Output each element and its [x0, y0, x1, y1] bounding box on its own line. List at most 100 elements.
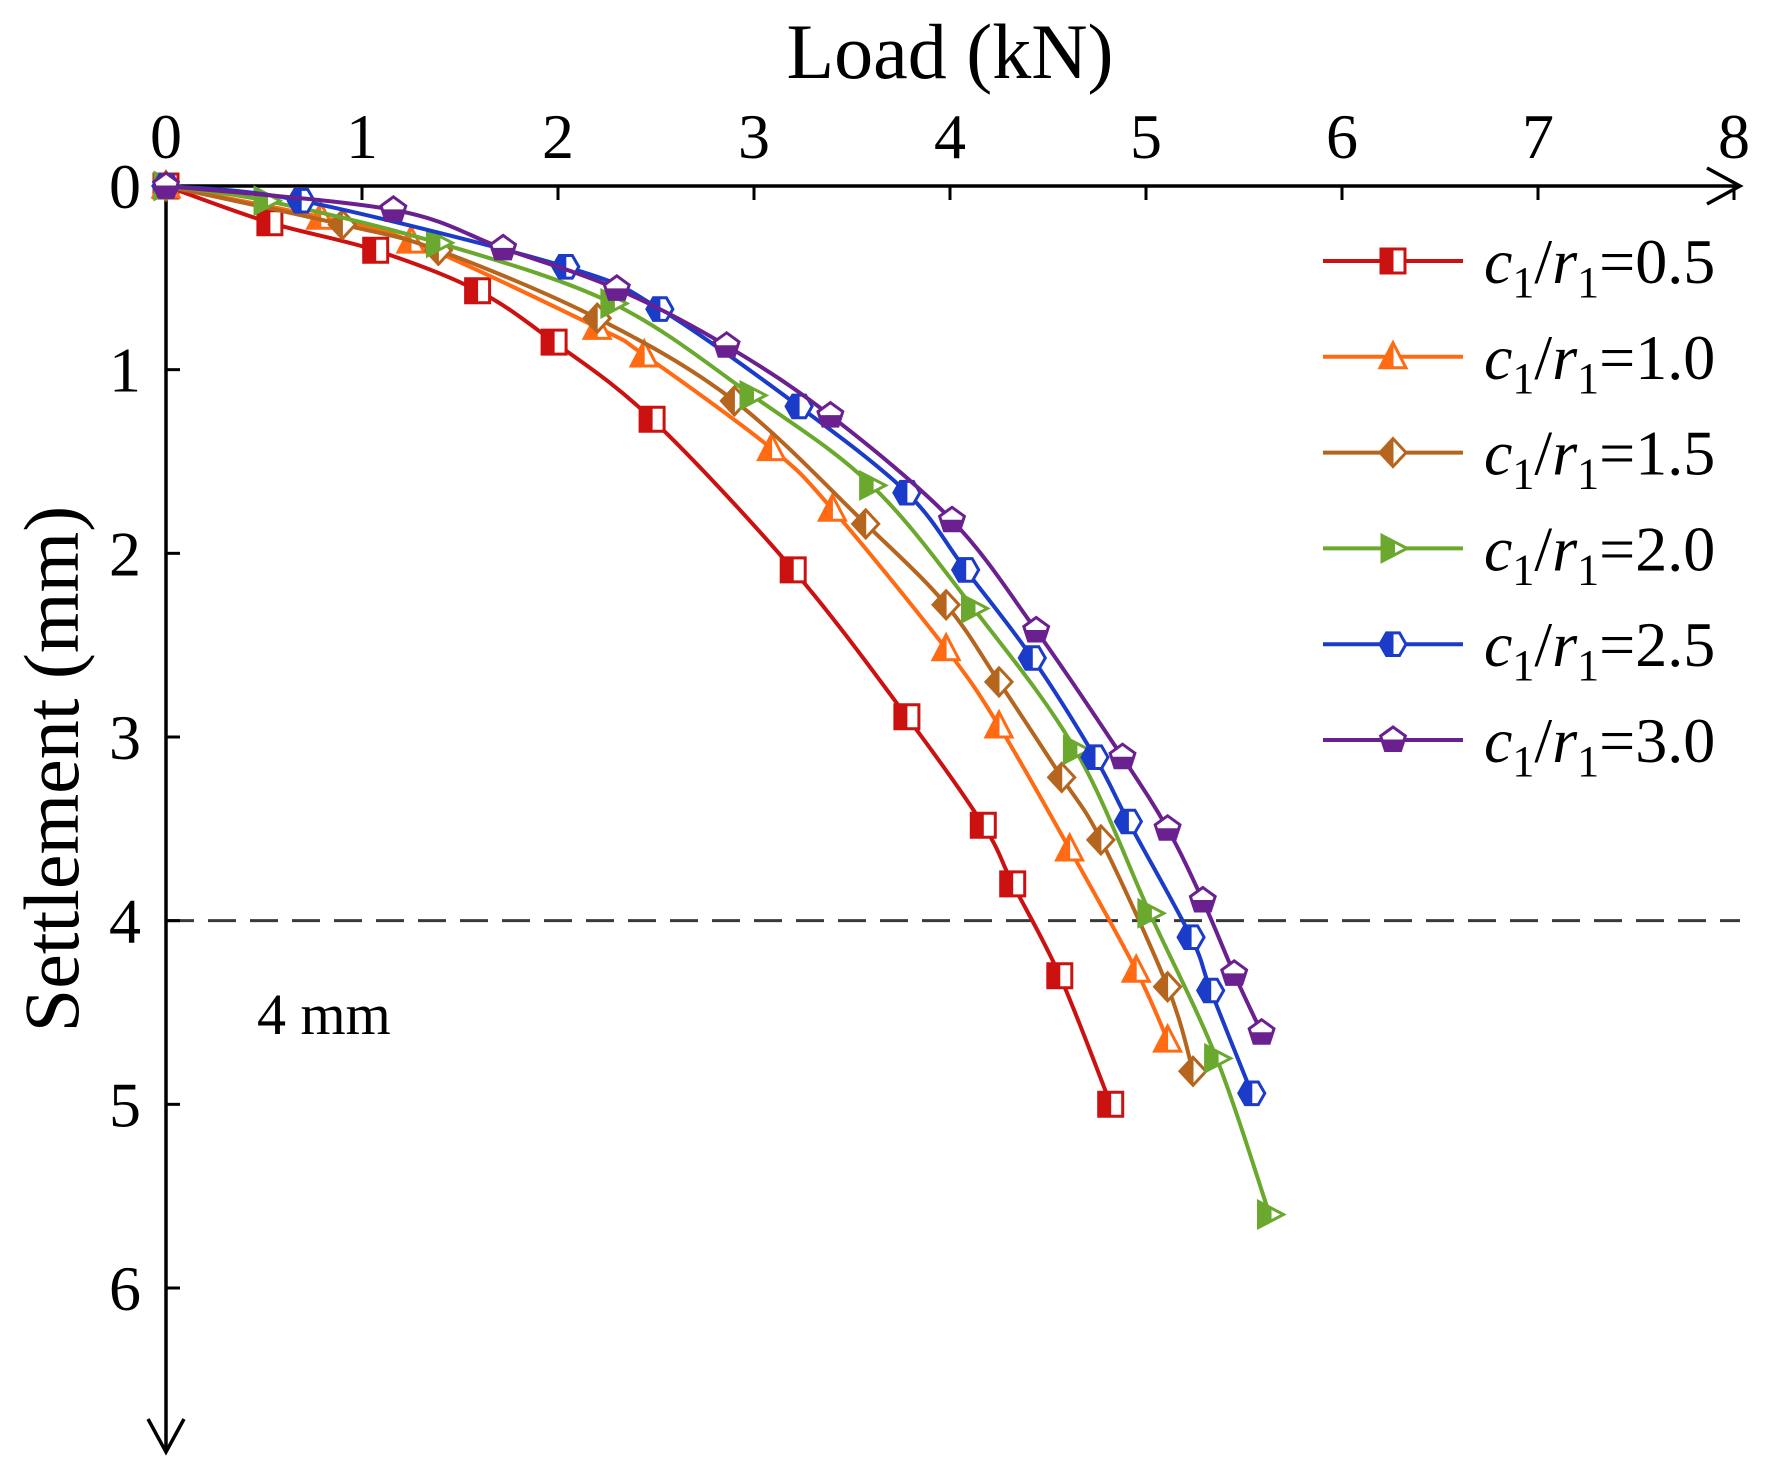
x-tick-label: 8 [1718, 101, 1750, 172]
marker-fill [1063, 736, 1078, 764]
marker-fill [740, 381, 754, 410]
legend-marker [1378, 631, 1408, 658]
marker-fill [952, 558, 967, 582]
data-point [628, 337, 660, 368]
data-point [1113, 808, 1144, 835]
marker-fill [852, 508, 867, 540]
marker-fill [306, 202, 322, 229]
y-axis-arrowhead [146, 1418, 186, 1456]
marker-fill [970, 812, 984, 838]
data-point [1176, 924, 1206, 951]
data-point [1046, 962, 1074, 990]
data-point [1080, 744, 1110, 771]
marker-fill [818, 495, 833, 521]
marker-fill [1114, 809, 1129, 834]
marker-fill [605, 288, 629, 300]
marker-fill [940, 519, 964, 532]
legend-item: c1/r1=2.0 [1323, 513, 1715, 594]
marker-fill [962, 594, 976, 623]
data-point [893, 703, 921, 731]
data-point [1062, 734, 1093, 766]
data-point [712, 330, 741, 358]
legend-label: c1/r1=1.5 [1484, 418, 1715, 499]
legend: c1/r1=0.5 c1/r1=1.0 c1/r1=1.5 c1/r1=2.0 c1/r… [1323, 226, 1715, 786]
data-point [739, 379, 770, 411]
data-point [859, 469, 889, 501]
series-line [164, 184, 1254, 1096]
marker-fill [714, 345, 739, 357]
data-point [151, 171, 181, 198]
data-point [1022, 615, 1051, 643]
marker-fill [1110, 756, 1135, 769]
y-tick-label: 3 [109, 702, 141, 773]
data-point [1152, 970, 1183, 1004]
marker-fill [780, 557, 794, 583]
data-point [1137, 897, 1168, 929]
legend-label: c1/r1=1.0 [1484, 322, 1715, 403]
marker-fill [818, 415, 843, 427]
data-point [1085, 823, 1116, 857]
data-point [362, 236, 390, 264]
marker-fill [932, 634, 947, 661]
data-point [931, 588, 962, 622]
y-axis-title: Settlement (mm) [8, 506, 95, 1032]
x-tick-label: 2 [542, 101, 574, 172]
data-point [425, 227, 456, 259]
data-point [756, 431, 788, 462]
data-point [1237, 1080, 1267, 1107]
marker-fill [426, 229, 441, 257]
legend-marker [1378, 725, 1408, 752]
data-point [1097, 1090, 1125, 1118]
marker-fill [257, 210, 271, 236]
series-c1-r1-0-5 [152, 172, 1125, 1118]
legend-marker [1377, 436, 1409, 469]
marker-fill [757, 434, 773, 461]
y-tick-label: 2 [109, 518, 141, 589]
y-tick-label: 6 [109, 1253, 141, 1324]
series-layer [150, 168, 1287, 1230]
marker-fill [381, 209, 406, 221]
marker-fill [894, 704, 908, 730]
data-point [983, 665, 1015, 699]
marker-fill [1081, 745, 1096, 770]
data-point [850, 507, 881, 541]
data-point [1120, 953, 1152, 983]
legend-label: c1/r1=3.0 [1484, 705, 1715, 786]
marker-fill [932, 589, 947, 621]
x-tick-label: 0 [150, 101, 182, 172]
marker-fill [985, 666, 1000, 698]
marker-fill [893, 480, 908, 505]
marker-fill [491, 247, 515, 260]
legend-marker [1377, 339, 1409, 370]
legend-marker [1379, 247, 1407, 275]
marker-fill [287, 188, 302, 213]
marker-fill [720, 385, 735, 417]
marker-fill [1222, 973, 1246, 985]
x-tick-label: 3 [738, 101, 770, 172]
marker-fill [985, 711, 1000, 738]
data-point [1188, 885, 1217, 913]
series-line [164, 184, 1264, 1035]
data-point [816, 492, 848, 522]
marker-fill [1122, 956, 1137, 982]
data-point [379, 195, 408, 222]
data-point [983, 708, 1015, 739]
marker-fill [541, 329, 555, 355]
legend-label: c1/r1=0.5 [1484, 226, 1715, 307]
data-point [1152, 1022, 1184, 1053]
marker-fill [639, 406, 653, 432]
marker-fill [785, 394, 800, 419]
marker-fill [1258, 1200, 1272, 1229]
data-point [1247, 1017, 1276, 1045]
data-point [1257, 1199, 1287, 1230]
x-axis-title: Load (kN) [786, 8, 1113, 95]
marker-fill [154, 185, 178, 197]
data-point [1220, 959, 1249, 986]
marker-fill [1048, 762, 1063, 793]
x-tick-label: 4 [934, 101, 966, 172]
data-point [1017, 645, 1048, 671]
series-c1-r1-3-0 [151, 171, 1276, 1045]
data-point [256, 209, 284, 237]
y-tick-label: 1 [109, 335, 141, 406]
